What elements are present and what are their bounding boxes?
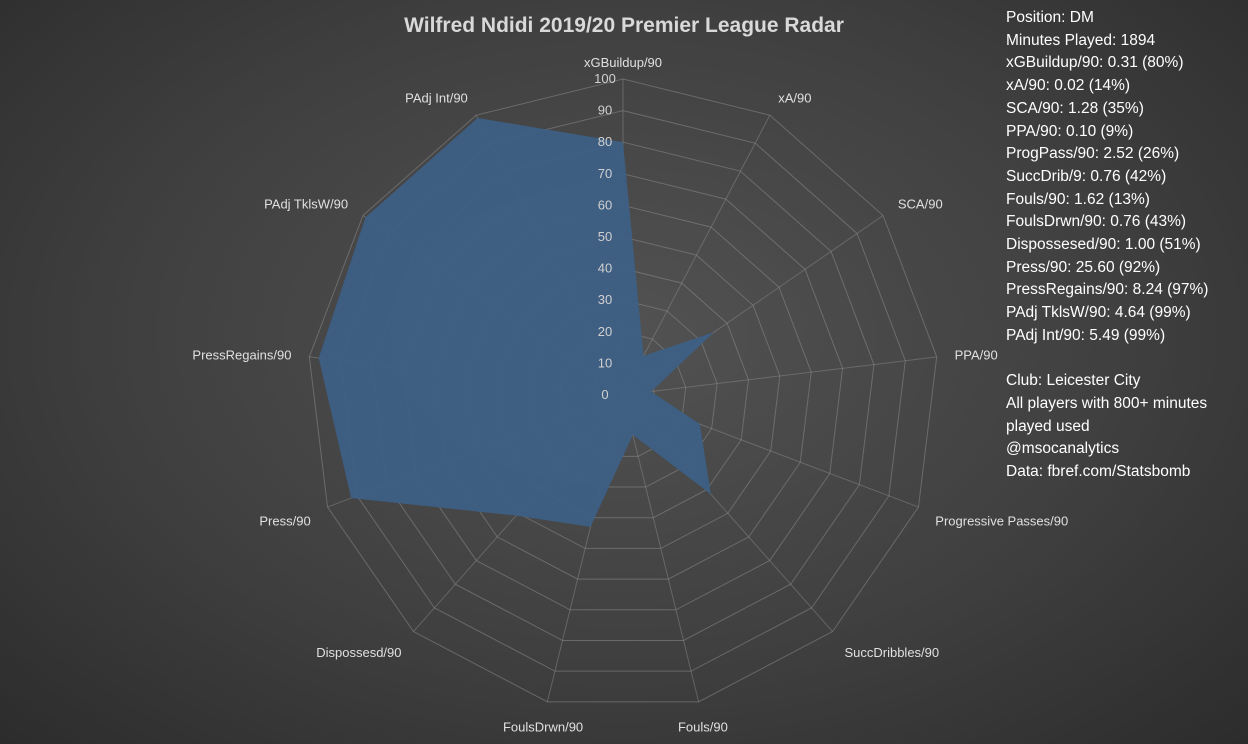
stat-line: PPA/90: 0.10 (9%) xyxy=(1006,122,1134,140)
handle-label: @msocanalytics xyxy=(1006,440,1120,458)
radial-tick-label: 20 xyxy=(598,324,612,339)
source-label: Data: fbref.com/Statsbomb xyxy=(1006,463,1191,481)
radial-tick-label: 60 xyxy=(598,197,612,212)
radial-tick-label: 50 xyxy=(598,229,612,244)
stat-line: xGBuildup/90: 0.31 (80%) xyxy=(1006,54,1184,72)
axis-labels: xGBuildup/90 xA/90 SCA/90 PPA/90 Progressive… xyxy=(192,55,1068,734)
radial-tick-label: 30 xyxy=(598,292,612,307)
axis-label: Dispossesd/90 xyxy=(316,645,401,660)
axis-label: SCA/90 xyxy=(898,196,943,211)
axis-label: PPA/90 xyxy=(955,348,998,363)
grid-ring xyxy=(308,78,938,703)
stat-line: SCA/90: 1.28 (35%) xyxy=(1006,99,1144,117)
axis-label: Press/90 xyxy=(259,513,310,528)
stat-line: Fouls/90: 1.62 (13%) xyxy=(1006,190,1150,208)
radial-tick-label: 40 xyxy=(598,261,612,276)
series-area xyxy=(318,117,715,527)
grid-spoke xyxy=(622,114,771,396)
stat-line: Minutes Played: 1894 xyxy=(1006,31,1156,49)
radial-tick-label: 70 xyxy=(598,166,612,181)
note-label: All players with 800+ minutes played use… xyxy=(1006,394,1208,435)
stat-line: PAdj TklsW/90: 4.64 (99%) xyxy=(1006,304,1191,322)
stat-line: Press/90: 25.60 (92%) xyxy=(1006,258,1161,276)
stat-line: SuccDrib/9: 0.76 (42%) xyxy=(1006,167,1167,185)
radial-tick-label: 100 xyxy=(594,71,616,86)
stat-line: ProgPass/90: 2.52 (26%) xyxy=(1006,145,1180,163)
axis-label: PressRegains/90 xyxy=(192,348,291,363)
radial-tick-labels: 0 10 20 30 40 50 60 70 80 90 100 xyxy=(594,71,616,402)
radial-tick-label: 80 xyxy=(598,134,612,149)
chart-title: Wilfred Ndidi 2019/20 Premier League Rad… xyxy=(404,14,844,37)
axis-label: Fouls/90 xyxy=(678,719,728,734)
axis-label: xA/90 xyxy=(778,90,811,105)
club-label: Club: Leicester City xyxy=(1006,372,1141,390)
axis-label: SuccDribbles/90 xyxy=(844,645,939,660)
stat-line: xA/90: 0.02 (14%) xyxy=(1006,77,1131,95)
stat-line: FoulsDrwn/90: 0.76 (43%) xyxy=(1006,213,1187,231)
axis-label: PAdj Int/90 xyxy=(405,90,468,105)
axis-label: PAdj TklsW/90 xyxy=(264,196,348,211)
stat-line: Position: DM xyxy=(1006,9,1094,26)
axis-label: xGBuildup/90 xyxy=(584,55,662,70)
axis-label: FoulsDrwn/90 xyxy=(503,719,583,734)
radial-tick-label: 10 xyxy=(598,355,612,370)
stat-line: PAdj Int/90: 5.49 (99%) xyxy=(1006,326,1166,344)
radial-tick-label: 0 xyxy=(601,387,608,402)
grid-spoke xyxy=(622,356,937,396)
stat-line: Dispossesed/90: 1.00 (51%) xyxy=(1006,236,1201,254)
info-panel: Position: DM Minutes Played: 1894 xGBuildu… xyxy=(1006,7,1242,484)
radar-area xyxy=(318,117,715,528)
stat-line: PressRegains/90: 8.24 (97%) xyxy=(1006,281,1209,299)
axis-label: Progressive Passes/90 xyxy=(935,513,1068,528)
radial-tick-label: 90 xyxy=(598,103,612,118)
stats-list: Position: DM Minutes Played: 1894 xGBuildu… xyxy=(1006,7,1242,348)
grid-spoke xyxy=(622,394,700,702)
